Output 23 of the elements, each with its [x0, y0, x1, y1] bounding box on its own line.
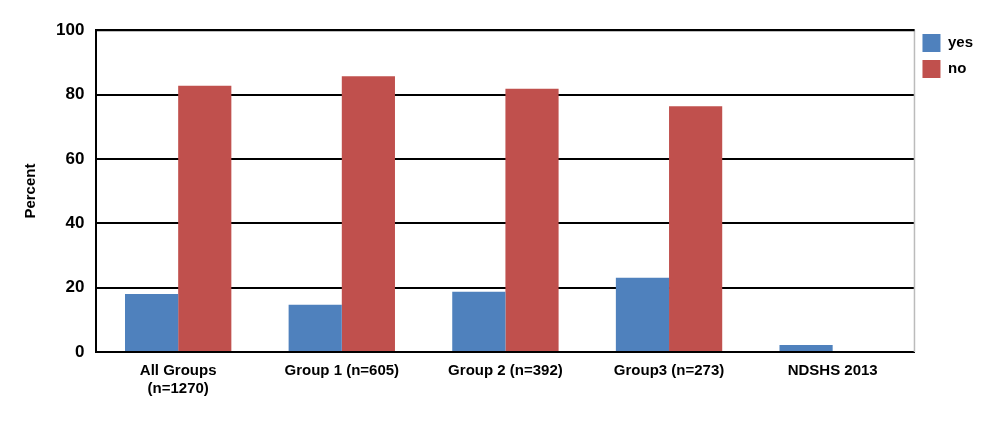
y-tick-label: 20 [65, 277, 85, 297]
y-tick-label: 100 [55, 19, 85, 39]
x-tick-label: Group 1 (n=605) [284, 361, 400, 379]
bar [505, 88, 559, 351]
y-tick-label: 0 [74, 341, 85, 361]
y-tick-label: 80 [65, 84, 85, 104]
y-tick-label: 60 [65, 148, 85, 168]
bar [669, 106, 723, 351]
x-tick-label: Group 2 (n=392) [448, 361, 563, 379]
bar [615, 277, 670, 351]
bar [125, 294, 179, 351]
y-axis-title: Percent [21, 163, 39, 219]
bar [341, 76, 395, 351]
bar [178, 85, 232, 351]
x-tick-label: NDSHS 2013 [787, 361, 878, 379]
y-tick-label: 40 [65, 212, 85, 232]
bar [779, 344, 833, 351]
bar [288, 304, 342, 351]
legend-label: no [947, 59, 967, 77]
x-tick-label: All Groups (n=1270) [139, 361, 217, 397]
x-tick-label: Group3 (n=273) [613, 361, 725, 379]
bar [452, 291, 506, 351]
legend-label: yes [947, 33, 973, 51]
